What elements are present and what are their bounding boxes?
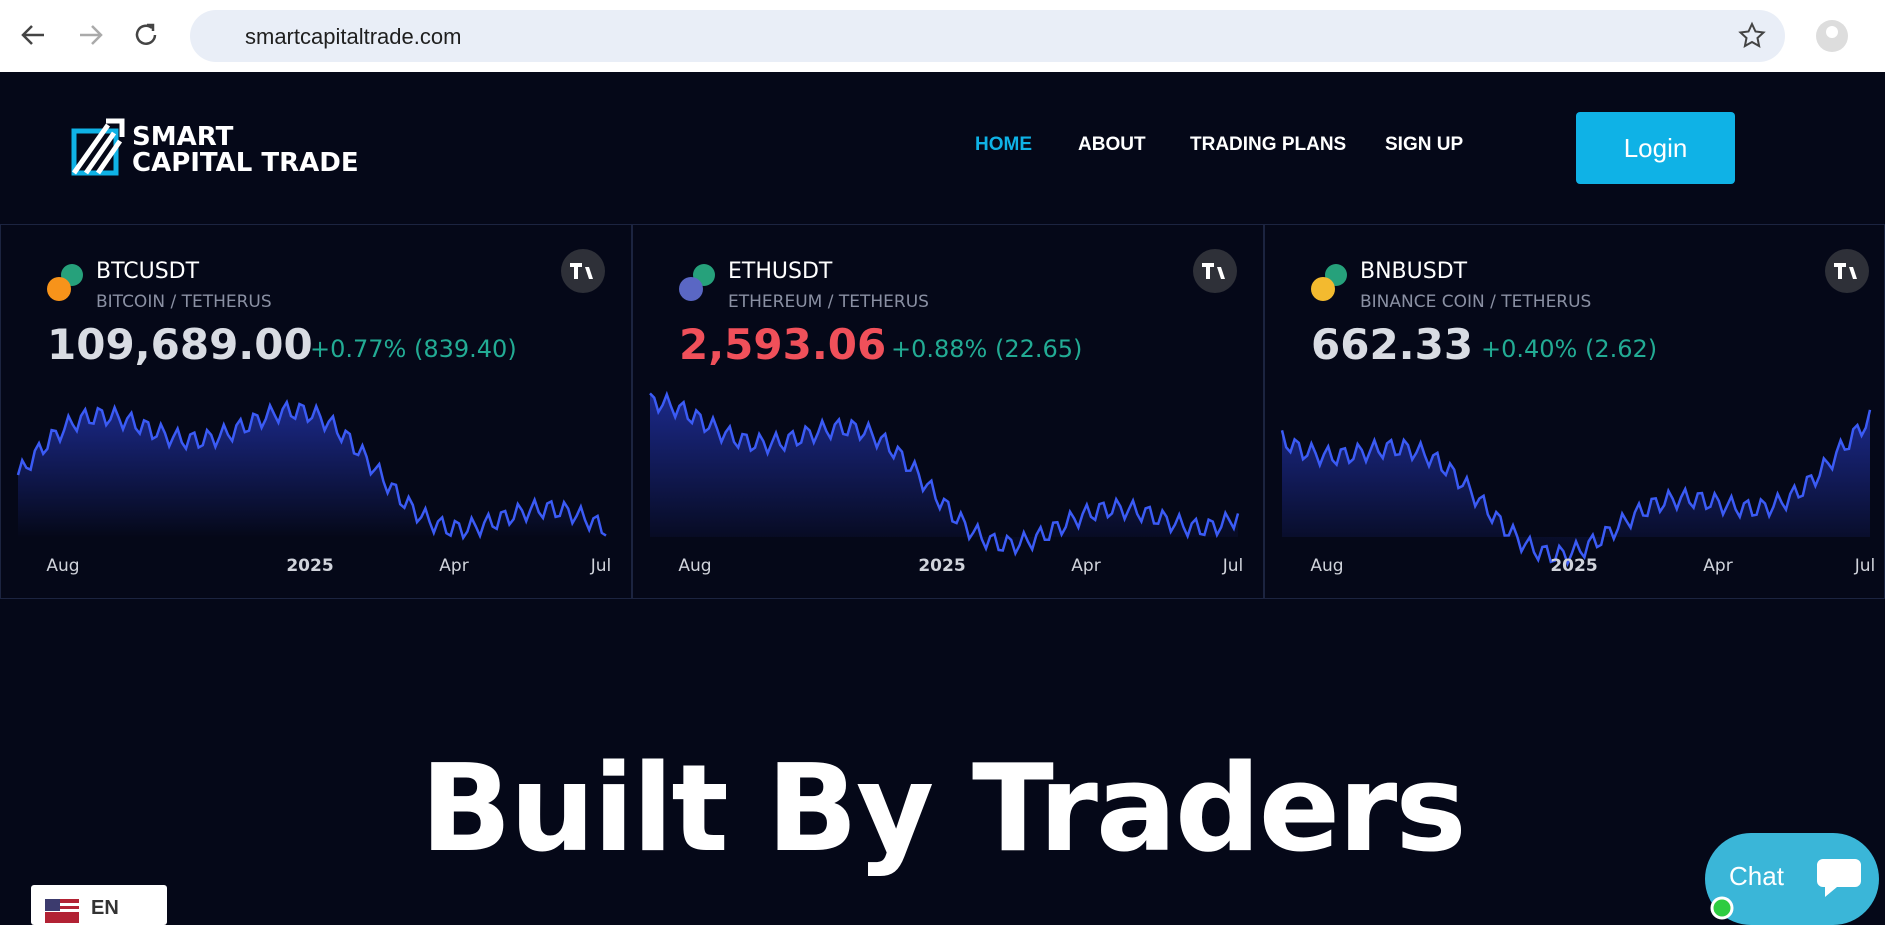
- browser-bar: smartcapitaltrade.com: [0, 0, 1885, 72]
- ticker-price: 2,593.06: [679, 320, 886, 369]
- ticker-symbol: BNBUSDT: [1360, 259, 1468, 284]
- tradingview-logo: [1202, 263, 1225, 279]
- nav-link[interactable]: TRADING PLANS: [1190, 134, 1347, 155]
- sparkline: [1280, 409, 1872, 568]
- coin-icon: [1311, 277, 1335, 301]
- ticker-change: +0.77% (839.40): [310, 335, 517, 363]
- ticker-price: 109,689.00: [47, 320, 313, 369]
- time-axis-label: Jul: [1222, 556, 1244, 576]
- address-bar[interactable]: smartcapitaltrade.com: [190, 10, 1785, 62]
- tradingview-logo: [570, 263, 593, 279]
- ticker-name: ETHEREUM / TETHERUS: [728, 292, 929, 312]
- chat-icon: [1817, 859, 1861, 897]
- tradingview-badge: [1825, 249, 1869, 293]
- ticker-symbol: BTCUSDT: [96, 259, 200, 284]
- nav-link[interactable]: ABOUT: [1078, 134, 1146, 155]
- online-dot: [1710, 896, 1734, 920]
- time-axis-label: Aug: [1310, 556, 1343, 576]
- flag: [45, 899, 79, 923]
- bookmark-star[interactable]: [1722, 0, 1782, 72]
- ticker-name: BINANCE COIN / TETHERUS: [1360, 292, 1591, 312]
- ticker-price: 662.33: [1311, 320, 1473, 369]
- ticker-card: ETHUSDT ETHEREUM / TETHERUS 2,593.06 +0.88%…: [649, 249, 1244, 576]
- time-axis-label: Jul: [1854, 556, 1876, 576]
- tradingview-badge: [1193, 249, 1237, 293]
- ticker-symbol: ETHUSDT: [728, 259, 833, 284]
- ticker-change: +0.40% (2.62): [1481, 335, 1657, 363]
- ticker-name: BITCOIN / TETHERUS: [96, 292, 272, 312]
- coin-icon: [47, 277, 71, 301]
- tradingview-badge: [561, 249, 605, 293]
- sparkline: [649, 390, 1240, 557]
- ticker-panel: ETHUSDT ETHEREUM / TETHERUS 2,593.06 +0.88%…: [632, 224, 1264, 599]
- time-axis-label: Apr: [1703, 556, 1732, 576]
- browser-controls[interactable]: [0, 0, 180, 72]
- ticker-card: BTCUSDT BITCOIN / TETHERUS 109,689.00+0.77…: [16, 249, 612, 576]
- hero-title: Built By Traders: [420, 740, 1466, 879]
- sparkline-area: [650, 393, 1238, 554]
- ticker-panel: BTCUSDT BITCOIN / TETHERUS 109,689.00 +0.77…: [0, 224, 632, 599]
- profile-icon[interactable]: [1812, 16, 1852, 56]
- ticker-card: BNBUSDT BINANCE COIN / TETHERUS 662.33 +0.4…: [1280, 249, 1876, 576]
- sparkline-area: [1282, 409, 1870, 564]
- time-axis-label: Jul: [590, 556, 612, 576]
- time-axis-label: Apr: [439, 556, 468, 576]
- brand-line: SMART: [132, 122, 234, 152]
- time-axis-label: 2025: [286, 556, 333, 576]
- chat-label: Chat: [1729, 861, 1784, 891]
- time-axis-label: 2025: [918, 556, 965, 576]
- ticker-change: +0.88% (22.65): [891, 335, 1082, 363]
- time-axis-label: 2025: [1550, 556, 1597, 576]
- nav-link[interactable]: HOME: [975, 134, 1032, 155]
- chat-button[interactable]: Chat: [1705, 833, 1879, 925]
- brand-line: CAPITAL TRADE: [132, 148, 359, 178]
- ticker-panel: BNBUSDT BINANCE COIN / TETHERUS 662.33 +0.4…: [1264, 224, 1885, 599]
- time-axis-label: Apr: [1071, 556, 1100, 576]
- language-code: EN: [91, 897, 119, 919]
- time-axis-label: Aug: [46, 556, 79, 576]
- nav-link[interactable]: SIGN UP: [1385, 134, 1464, 155]
- tradingview-logo: [1834, 263, 1857, 279]
- time-axis-label: Aug: [678, 556, 711, 576]
- logo[interactable]: SMART CAPITAL TRADE: [70, 115, 370, 185]
- login-button[interactable]: Login: [1576, 112, 1735, 184]
- language-selector[interactable]: EN: [31, 885, 167, 925]
- coin-icon: [679, 277, 703, 301]
- sparkline: [16, 399, 607, 541]
